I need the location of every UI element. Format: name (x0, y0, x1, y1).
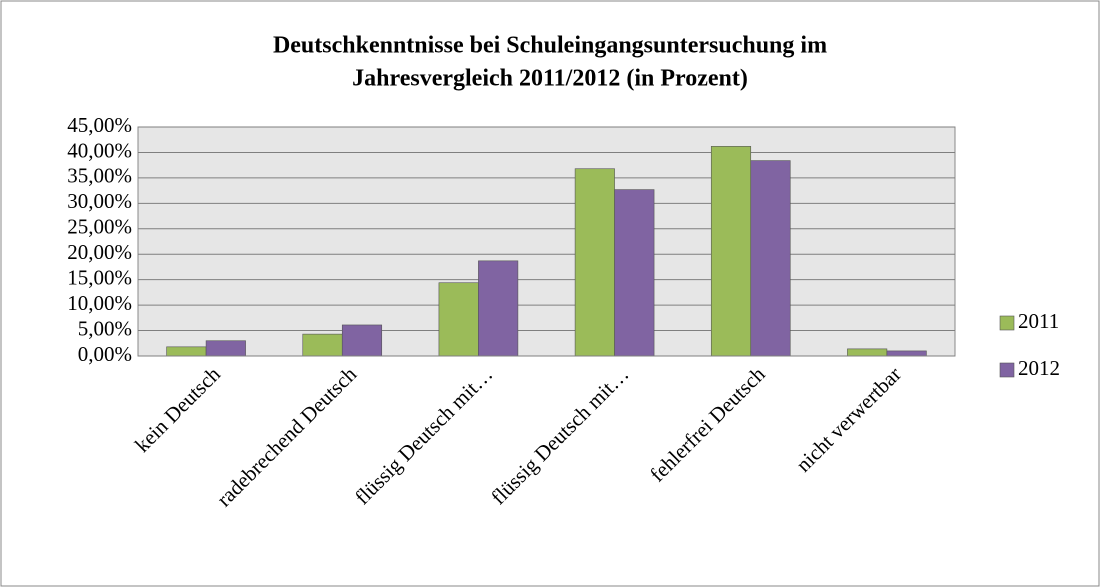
bar (750, 160, 791, 357)
chart-title: Deutschkenntnisse bei Schuleingangsunter… (273, 33, 827, 59)
legend-swatch (999, 362, 1015, 378)
bar (574, 168, 615, 357)
y-tick-label: 5,00% (78, 316, 132, 340)
y-tick-label: 20,00% (67, 240, 132, 264)
bar (341, 324, 383, 357)
legend-swatch (999, 315, 1015, 331)
bar (710, 146, 752, 357)
y-tick-label: 35,00% (67, 164, 132, 188)
plot-area (137, 126, 956, 357)
legend-label: 2011 (1018, 309, 1059, 333)
chart-title: Jahresvergleich 2011/2012 (in Prozent) (352, 66, 748, 92)
bar (205, 340, 246, 357)
bar (166, 346, 207, 357)
bar (478, 260, 519, 357)
y-tick-label: 40,00% (67, 138, 132, 162)
bar (438, 282, 479, 357)
bar (302, 333, 343, 357)
y-tick-label: 10,00% (67, 291, 132, 315)
y-tick-label: 25,00% (67, 215, 132, 239)
y-tick-label: 45,00% (67, 113, 132, 137)
y-tick-label: 15,00% (67, 265, 132, 289)
bar (614, 189, 655, 357)
y-tick-label: 0,00% (78, 342, 132, 366)
legend-label: 2012 (1018, 356, 1060, 380)
bar (847, 348, 888, 357)
bar (886, 350, 927, 357)
y-tick-label: 30,00% (67, 189, 132, 213)
